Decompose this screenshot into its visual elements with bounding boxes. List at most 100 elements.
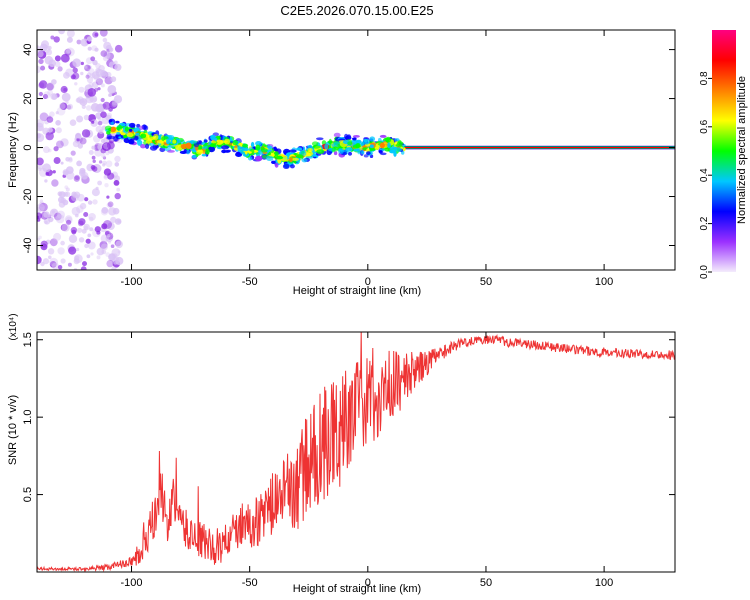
noise-blob [95,112,102,119]
spectrogram-x-axis-label: Height of straight line (km) [293,285,421,297]
ridge-blob [167,150,175,153]
noise-blob [53,146,59,152]
noise-blob [60,138,69,147]
noise-blob [37,119,44,128]
snr-scale-label: (x10⁴) [8,313,19,340]
ridge-blob [247,156,253,161]
noise-blob [83,223,90,231]
noise-blob [97,180,102,186]
noise-blob [109,100,118,110]
noise-blob [80,38,89,47]
noise-blob [48,148,52,153]
ridge-blob [205,148,210,155]
ridge-blob [110,126,117,133]
ridge-blob [113,136,119,142]
snr-x-axis-label: Height of straight line (km) [293,583,421,595]
noise-blob [47,248,55,255]
noise-blob [43,91,51,99]
noise-blob [80,61,85,66]
noise-blob [85,74,90,79]
noise-blob [37,203,45,212]
noise-blob [56,210,65,219]
noise-blob [74,174,80,181]
noise-blob [53,36,60,43]
noise-blob [115,240,123,249]
noise-blob [64,185,69,190]
ridge-blob [250,141,255,148]
noise-blob [87,200,93,205]
ridge-blob [220,140,228,143]
noise-blob [89,95,98,103]
noise-blob [53,157,61,164]
noise-blob [37,218,41,222]
ridge-blob [189,140,197,144]
noise-blob [38,125,45,132]
ridge-blob [379,134,387,138]
noise-blob [55,111,59,115]
noise-blob [75,132,82,139]
noise-blob [49,238,58,247]
noise-blob [57,247,65,255]
noise-blob [82,261,87,267]
spectrogram-x-tick-label: 100 [595,276,613,288]
ridge-blob [316,149,325,155]
noise-blob [53,232,62,241]
noise-blob [92,159,96,163]
snr-y-tick-label: 1.0 [22,410,34,425]
ridge-blob [273,151,279,157]
noise-blob [114,44,123,53]
noise-blob [95,186,99,190]
ridge-blob [210,134,216,141]
noise-blob [77,227,83,233]
ridge-blob [366,151,371,156]
noise-blob [57,191,63,197]
ridge-blob [110,121,114,125]
snr-y-axis-label: SNR (10 * v/v) [7,395,19,465]
noise-blob [43,211,50,218]
noise-blob [67,262,72,267]
ridge-blob [115,120,120,124]
colorbar-tick-label: 0.2 [699,216,710,230]
noise-blob [45,49,53,56]
noise-blob [106,202,113,208]
noise-blob [54,61,61,68]
noise-blob [51,210,56,214]
ridge-blob [128,138,134,144]
colorbar: 0.0 0.2 0.4 0.6 0.8 Normalized spectral ampl… [699,30,748,279]
noise-blob [87,233,92,238]
noise-blob [91,71,100,80]
colorbar-label: Normalized spectral amplitude [736,76,748,224]
noise-blob [37,65,41,74]
noise-blob [103,51,111,59]
ridge-blob [331,146,336,153]
noise-blob [47,89,53,96]
noise-blob [57,66,63,72]
ridge-blob [128,122,136,128]
noise-blob [51,262,59,270]
ridge-blob [145,143,150,149]
ridge-blob [267,145,273,150]
noise-blob [111,266,117,270]
ridge-blob [311,141,319,147]
noise-blob [113,60,118,65]
noise-blob [74,255,80,261]
noise-blob [37,255,42,265]
noise-blob [107,222,115,230]
noise-blob [102,163,106,167]
noise-blob [70,150,76,156]
ridge-blob [140,133,147,139]
noise-blob [37,212,42,220]
snr-series-line [37,332,675,572]
noise-blob [90,165,96,170]
noise-blob [40,243,48,251]
ridge-blob [351,137,357,141]
noise-blob [72,58,82,68]
noise-blob [37,149,40,155]
ridge-blob [346,134,351,140]
noise-blob [91,81,99,89]
snr-x-tick-label: -50 [242,577,258,589]
ridge-blob [153,133,159,141]
noise-blob [106,259,114,268]
noise-blob [91,155,96,160]
spectrogram-y-tick-label: -20 [22,189,34,205]
